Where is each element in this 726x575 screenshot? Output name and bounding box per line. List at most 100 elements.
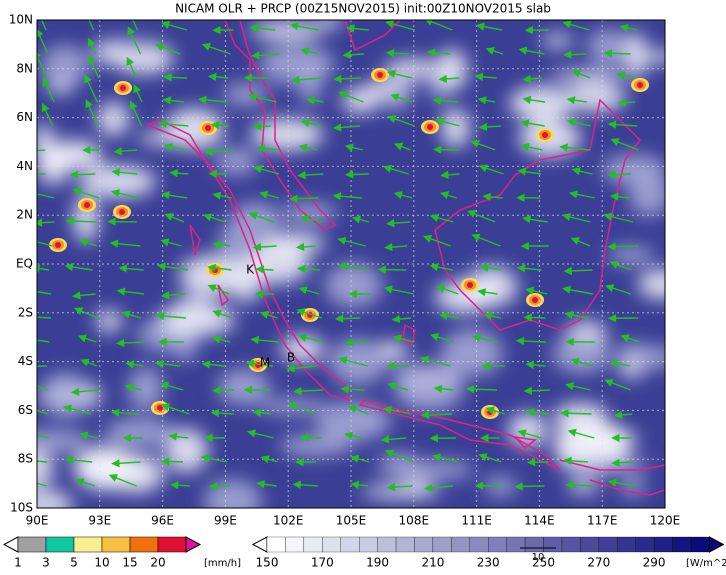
legend-swatch <box>341 537 359 552</box>
lon-label: 108E <box>399 514 430 528</box>
arrow-head <box>20 149 26 155</box>
cloud <box>615 346 678 370</box>
lon-label: 102E <box>273 514 304 528</box>
cloud <box>602 154 666 185</box>
arrow-head <box>21 336 27 342</box>
cloud <box>554 403 608 432</box>
cloud <box>317 13 342 27</box>
rain-cell <box>120 85 126 91</box>
legend-label: 5 <box>70 556 78 570</box>
legend-swatch <box>396 537 414 552</box>
lat-label: 10N <box>9 13 33 27</box>
marker-label: K <box>246 263 255 277</box>
lat-label: 8S <box>18 452 33 466</box>
legend-label: 270 <box>587 556 610 570</box>
legend-swatch <box>544 537 562 552</box>
rain-cell <box>467 282 473 288</box>
cloud <box>509 86 573 121</box>
legend-swatch <box>414 537 432 552</box>
wind-arrow <box>22 173 45 174</box>
lon-label: 120E <box>650 514 681 528</box>
cloud <box>625 32 647 79</box>
cloud <box>107 455 164 493</box>
lon-label: 99E <box>214 514 237 528</box>
lat-label: 8N <box>16 61 33 75</box>
cloud <box>588 29 629 65</box>
legend-end <box>186 537 200 552</box>
legend-label: 20 <box>150 556 165 570</box>
legend-swatch <box>322 537 340 552</box>
legend-swatch <box>673 537 691 552</box>
legend-swatch <box>102 537 130 552</box>
cloud <box>255 232 325 254</box>
legend-swatch <box>74 537 102 552</box>
legend-swatch <box>691 537 709 552</box>
arrow-head <box>26 237 33 243</box>
legend-swatch <box>451 537 469 552</box>
rain-cell <box>119 209 125 215</box>
legend-unit: [W/m^2] <box>686 558 726 569</box>
arrow-head <box>38 13 43 20</box>
legend-swatch <box>130 537 158 552</box>
rain-cell <box>637 82 643 88</box>
legend-swatch <box>654 537 672 552</box>
legend-swatch <box>46 537 74 552</box>
legend-label: 15 <box>122 556 137 570</box>
legend-swatch <box>158 537 186 552</box>
legend-swatch <box>433 537 451 552</box>
cloud <box>12 430 91 453</box>
cloud <box>159 303 235 335</box>
legend-swatch <box>470 537 488 552</box>
arrow-head <box>83 7 88 14</box>
cloud <box>553 335 610 374</box>
legend-swatch <box>267 537 285 552</box>
cloud <box>576 430 639 448</box>
legend-swatch <box>285 537 303 552</box>
lat-label: 6S <box>18 403 33 417</box>
cloud <box>138 131 184 145</box>
marker-label: B <box>287 351 295 365</box>
arrow-head <box>129 12 134 19</box>
cloud <box>436 49 467 91</box>
arrow-head <box>35 220 41 226</box>
legend-swatch <box>599 537 617 552</box>
rain-cell <box>377 72 383 78</box>
lat-label: 10S <box>10 501 33 515</box>
legend-swatch <box>488 537 506 552</box>
lat-label: 4N <box>16 159 33 173</box>
cloud <box>441 108 469 147</box>
arrow-head <box>28 190 35 196</box>
cloud <box>542 34 574 47</box>
lat-label: 6N <box>16 110 33 124</box>
cloud <box>223 83 269 106</box>
rain-cell <box>427 124 433 130</box>
legend-swatch <box>562 537 580 552</box>
cloud <box>638 269 687 299</box>
legend-end <box>4 537 18 552</box>
lon-label: 111E <box>461 514 492 528</box>
cloud <box>573 458 651 471</box>
legend-swatch <box>18 537 46 552</box>
lat-label: 4S <box>18 354 33 368</box>
legend-swatch <box>507 537 525 552</box>
lon-label: 96E <box>151 514 174 528</box>
legend-label: 230 <box>477 556 500 570</box>
legend-label: 10 <box>94 556 109 570</box>
lat-label: 2N <box>16 208 33 222</box>
cloud <box>440 329 502 376</box>
cloud <box>250 21 324 39</box>
cloud <box>97 102 129 136</box>
arrow-head <box>30 480 37 486</box>
lon-label: 114E <box>524 514 555 528</box>
lat-label: EQ <box>16 257 33 271</box>
lon-label: 90E <box>26 514 49 528</box>
lon-label: 93E <box>88 514 111 528</box>
cloud <box>105 418 174 447</box>
rain-cell <box>542 132 548 138</box>
legend-swatch <box>304 537 322 552</box>
cloud <box>41 45 89 86</box>
legend-label: 150 <box>256 556 279 570</box>
